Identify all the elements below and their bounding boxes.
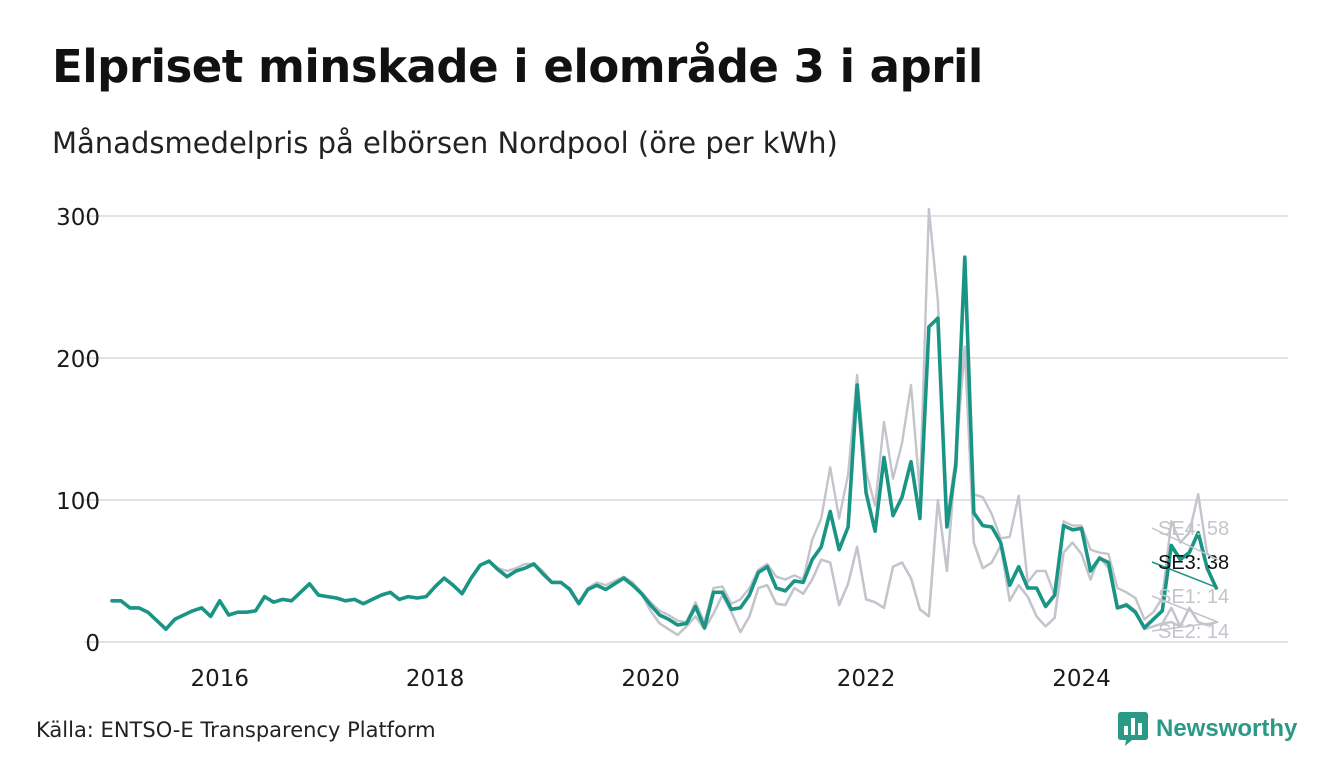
end-label-connector bbox=[1151, 561, 1219, 589]
x-tick-label: 2022 bbox=[837, 666, 896, 692]
y-tick-label: 100 bbox=[56, 489, 100, 515]
x-tick-label: 2018 bbox=[406, 666, 465, 692]
x-tick-label: 2020 bbox=[621, 666, 680, 692]
end-label-connector bbox=[1151, 595, 1219, 623]
x-axis: 2016 2018 2020 2022 2024 bbox=[190, 666, 1110, 692]
y-tick-label: 0 bbox=[85, 631, 100, 657]
x-tick-label: 2024 bbox=[1052, 666, 1111, 692]
series-lines bbox=[110, 207, 1218, 637]
x-tick-label: 2016 bbox=[190, 666, 249, 692]
brand-logo[interactable]: Newsworthy bbox=[1118, 712, 1297, 746]
y-axis: 0 100 200 300 bbox=[56, 205, 100, 657]
end-label-connector bbox=[1151, 621, 1219, 632]
gridlines bbox=[84, 215, 1288, 643]
chart-title: Elpriset minskade i elområde 3 i april bbox=[52, 40, 983, 93]
chart-subtitle: Månadsmedelpris på elbörsen Nordpool (ör… bbox=[52, 126, 838, 160]
series-line-se4 bbox=[110, 207, 1218, 631]
y-tick-label: 200 bbox=[56, 347, 100, 373]
brand-name: Newsworthy bbox=[1156, 715, 1298, 742]
bar-chart-speech-bubble-icon bbox=[1118, 712, 1148, 746]
end-label-se3: SE3: 38 bbox=[1158, 552, 1229, 574]
series-line-se1 bbox=[110, 345, 1218, 637]
end-labels: SE3: 38 SE4: 58 SE1: 14 SE2: 14 bbox=[1151, 518, 1229, 643]
end-label-connector bbox=[1151, 527, 1219, 561]
series-line-se3 bbox=[110, 255, 1218, 632]
end-label-se4: SE4: 58 bbox=[1158, 518, 1229, 540]
end-label-se1: SE1: 14 bbox=[1158, 586, 1229, 608]
end-label-se2: SE2: 14 bbox=[1158, 621, 1229, 643]
source-note: Källa: ENTSO-E Transparency Platform bbox=[36, 718, 436, 742]
series-line-se2 bbox=[110, 345, 1218, 637]
y-tick-label: 300 bbox=[56, 205, 100, 231]
